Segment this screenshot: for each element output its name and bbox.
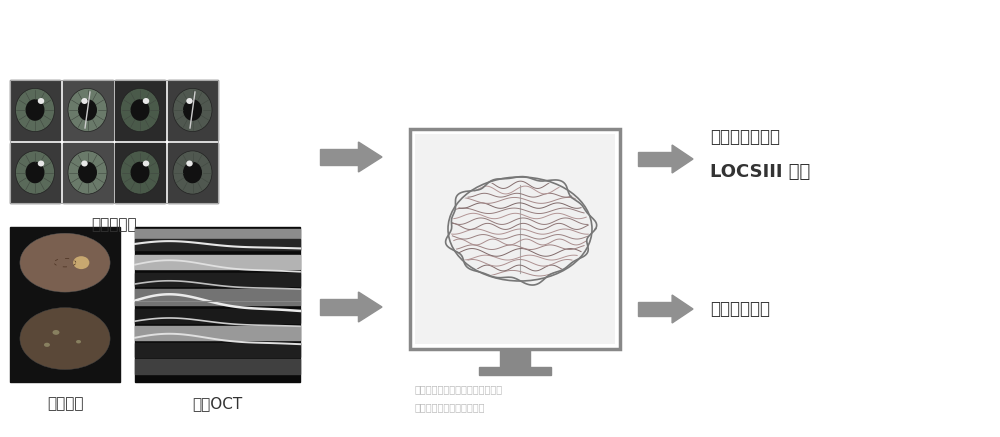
Bar [135, 309, 300, 323]
Bar [135, 326, 300, 340]
Ellipse shape [78, 99, 97, 121]
Ellipse shape [38, 98, 44, 104]
Ellipse shape [52, 330, 59, 335]
Bar [168, 142, 218, 202]
Bar [638, 152, 672, 166]
Bar [320, 149, 358, 165]
Text: 眼前节照片: 眼前节照片 [91, 217, 137, 232]
Bar [638, 302, 672, 316]
Ellipse shape [448, 177, 592, 281]
Bar [415, 134, 615, 344]
Ellipse shape [81, 160, 88, 166]
Bar [410, 129, 620, 349]
Ellipse shape [78, 162, 97, 183]
Bar [500, 349, 530, 367]
Ellipse shape [81, 98, 88, 104]
Ellipse shape [68, 88, 107, 132]
Ellipse shape [16, 88, 54, 132]
Ellipse shape [26, 99, 44, 121]
Ellipse shape [186, 160, 193, 166]
Bar [320, 299, 358, 315]
Text: 眼底情况评估: 眼底情况评估 [710, 300, 770, 318]
Ellipse shape [143, 160, 149, 166]
Ellipse shape [130, 99, 150, 121]
Bar [135, 274, 300, 286]
Ellipse shape [120, 151, 160, 194]
Ellipse shape [130, 162, 150, 183]
Bar [10, 80, 218, 202]
Bar [135, 359, 300, 374]
Bar [135, 229, 300, 238]
Ellipse shape [186, 98, 193, 104]
Ellipse shape [73, 256, 89, 269]
Polygon shape [358, 142, 382, 172]
Text: 眼底OCT: 眼底OCT [192, 396, 243, 412]
Bar [10, 80, 60, 140]
Bar [135, 289, 300, 305]
Bar [115, 142, 165, 202]
Polygon shape [672, 145, 693, 173]
Text: 白内障程度分级: 白内障程度分级 [710, 128, 780, 146]
Ellipse shape [183, 99, 202, 121]
Ellipse shape [20, 308, 110, 370]
Ellipse shape [76, 340, 81, 343]
Bar [479, 367, 551, 375]
Bar [135, 255, 300, 269]
Text: 眼底情况评估深度学习模型: 眼底情况评估深度学习模型 [415, 402, 485, 412]
Ellipse shape [44, 343, 50, 347]
Text: 晶状体混浊程度分级深度学习模型: 晶状体混浊程度分级深度学习模型 [415, 384, 503, 394]
Ellipse shape [26, 162, 44, 183]
Bar [62, 142, 112, 202]
Bar [135, 343, 300, 357]
Bar [10, 142, 60, 202]
Ellipse shape [173, 88, 212, 132]
Text: LOCSIII 分级: LOCSIII 分级 [710, 163, 810, 181]
Ellipse shape [120, 88, 160, 132]
Ellipse shape [20, 233, 110, 292]
Ellipse shape [173, 151, 212, 194]
Polygon shape [672, 295, 693, 323]
Bar [10, 227, 120, 382]
Ellipse shape [16, 151, 54, 194]
Ellipse shape [143, 98, 149, 104]
Bar [135, 239, 300, 250]
Bar [115, 80, 165, 140]
Bar [135, 227, 300, 382]
Ellipse shape [183, 162, 202, 183]
Text: 眼底照片: 眼底照片 [47, 396, 83, 412]
Bar [62, 80, 112, 140]
Polygon shape [358, 292, 382, 322]
Bar [168, 80, 218, 140]
Ellipse shape [38, 160, 44, 166]
Ellipse shape [68, 151, 107, 194]
